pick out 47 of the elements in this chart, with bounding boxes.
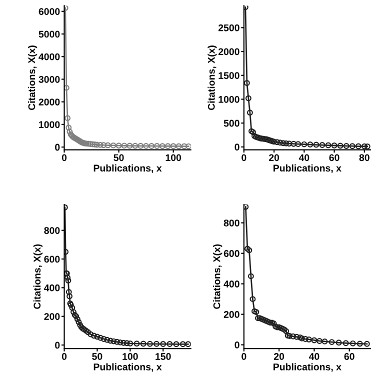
- y-tick-label: 800: [224, 220, 240, 226]
- x-axis-title: Publications, x: [94, 164, 162, 173]
- y-tick-label: 0: [234, 144, 240, 151]
- y-tick-label: 200: [224, 311, 240, 318]
- y-tick-label: 6000: [38, 8, 60, 15]
- x-tick-label: 0: [242, 154, 246, 162]
- y-axis-title: Citations, X(x): [33, 244, 42, 309]
- y-tick-label: 0: [55, 144, 60, 151]
- y-axis-title: Citations, X(x): [28, 46, 38, 110]
- x-tick-label: 150: [156, 353, 171, 360]
- y-tick-label: 1000: [218, 96, 240, 103]
- x-tick-label: 80: [359, 154, 370, 162]
- y-axis-title: Citations, X(x): [213, 244, 222, 309]
- y-tick-label: 400: [44, 284, 60, 292]
- x-tick-label: 20: [274, 353, 284, 360]
- y-tick-label: 2000: [218, 48, 240, 56]
- x-tick-label: 0: [242, 353, 246, 360]
- x-tick-label: 60: [329, 154, 340, 162]
- x-tick-label: 20: [268, 154, 280, 162]
- y-tick-label: 3000: [38, 76, 60, 83]
- x-tick-label: 0: [62, 154, 67, 162]
- x-tick-label: 100: [166, 154, 182, 162]
- x-tick-label: 40: [298, 154, 310, 162]
- y-tick-label: 0: [234, 342, 240, 348]
- x-tick-label: 50: [114, 154, 124, 162]
- y-tick-label: 800: [44, 227, 60, 234]
- y-tick-label: 2000: [38, 98, 60, 106]
- x-axis-title: Publications, x: [274, 363, 342, 372]
- y-tick-label: 500: [224, 120, 240, 127]
- x-tick-label: 40: [308, 353, 320, 360]
- y-tick-label: 2500: [218, 24, 240, 32]
- x-axis-title: Publications, x: [94, 363, 162, 372]
- y-tick-label: 600: [44, 256, 60, 263]
- y-tick-label: 1500: [218, 72, 240, 79]
- y-tick-label: 0: [55, 342, 60, 349]
- y-tick-label: 600: [224, 250, 240, 257]
- x-tick-label: 60: [344, 353, 354, 360]
- y-tick-label: 400: [224, 280, 240, 288]
- y-tick-label: 5000: [38, 30, 60, 38]
- y-axis-title: Citations, X(x): [208, 46, 217, 110]
- x-tick-label: 0: [62, 353, 67, 360]
- y-tick-label: 4000: [38, 53, 60, 60]
- x-tick-label: 100: [122, 353, 138, 360]
- y-tick-label: 200: [44, 313, 60, 320]
- x-axis-title: Publications, x: [274, 164, 342, 173]
- x-tick-label: 50: [92, 353, 102, 360]
- y-tick-label: 1000: [39, 121, 60, 128]
